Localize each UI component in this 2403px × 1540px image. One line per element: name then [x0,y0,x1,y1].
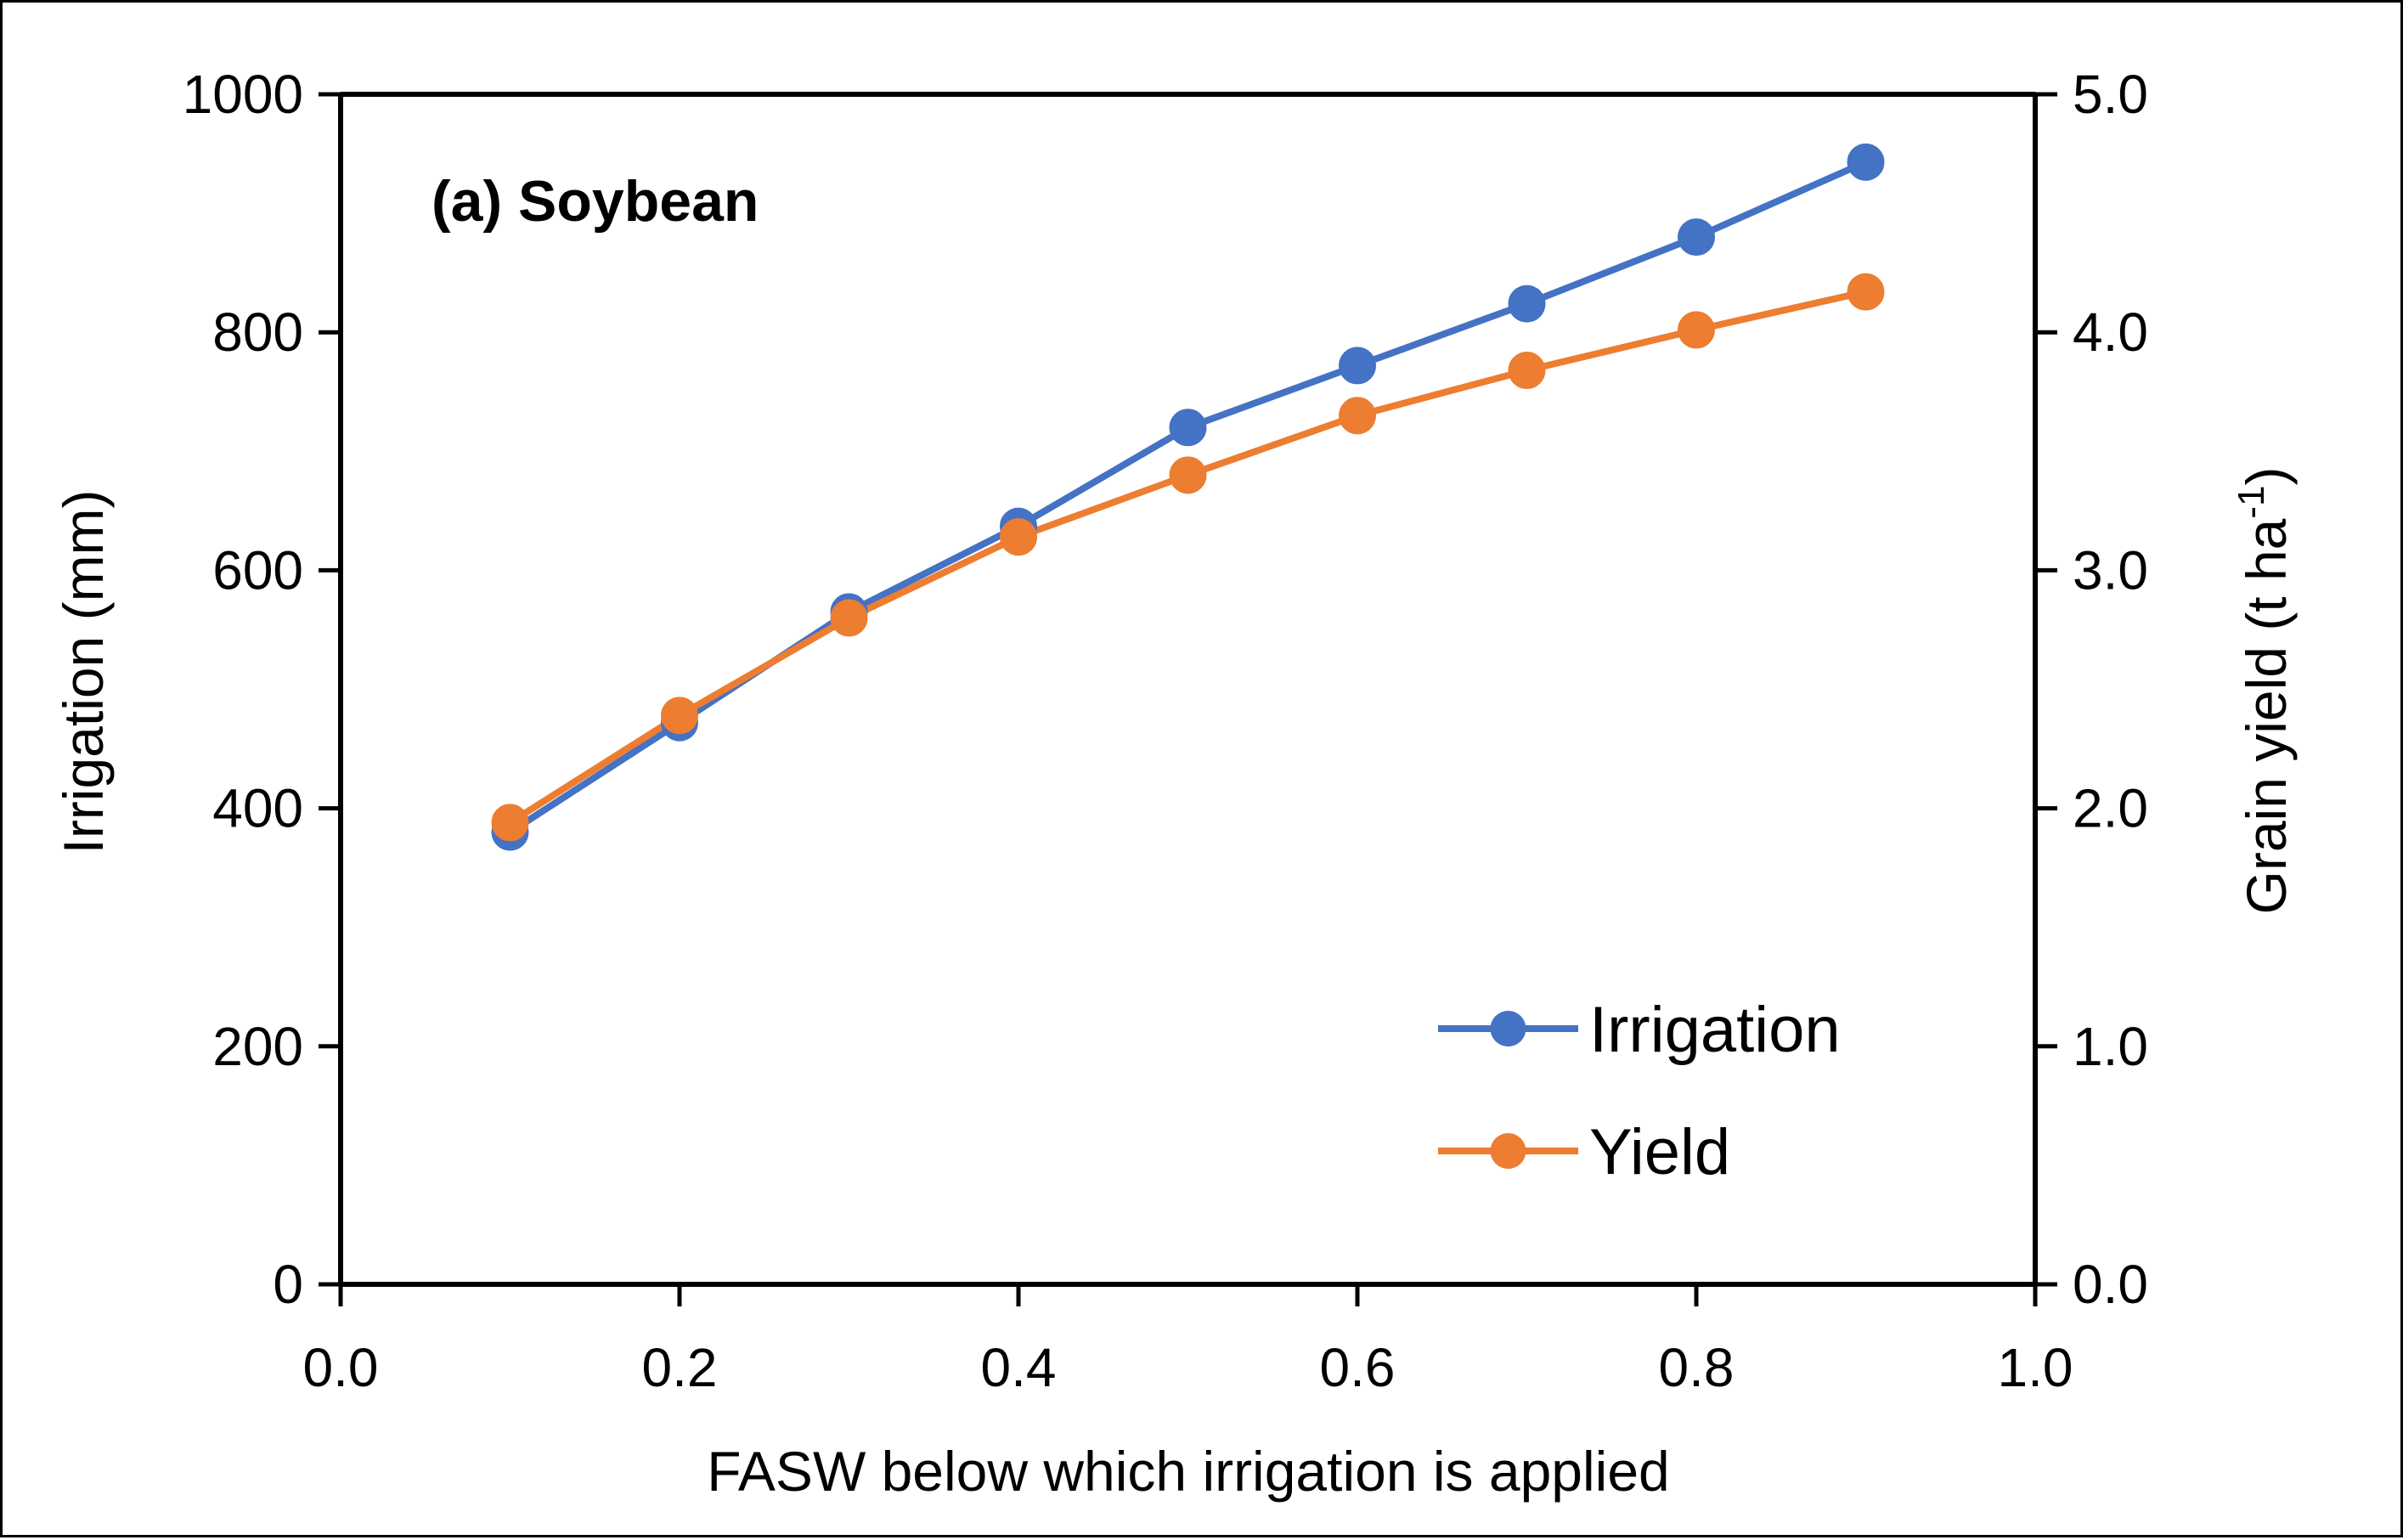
irrigation-data-point [1339,347,1376,385]
y2-tick-label: 2.0 [2073,778,2148,839]
yield-data-point [1000,518,1037,556]
yield-data-point [1508,352,1546,390]
chart-svg: 0.0 0.2 0.4 0.6 0.8 1.0020040060080010000.01.… [52,64,2298,1503]
yield-data-point [1339,397,1376,435]
legend-yield-marker [1490,1133,1526,1169]
x-tick-label: 0.6 [1320,1337,1396,1398]
chart-title: (a) Soybean [432,169,759,234]
axes-group [338,92,2038,1287]
yield-data-point [491,804,529,842]
y2-tick-label: 3.0 [2073,539,2148,601]
yield-data-point [1847,273,1885,311]
y2-axis-title: Grain yield (t ha-1) [2231,467,2298,915]
irrigation-series-line [508,159,1868,835]
x-tick-label: 0.8 [1659,1337,1735,1398]
y-tick-label: 0 [273,1254,303,1315]
irrigation-data-point [1169,409,1207,447]
y2-tick-label: 0.0 [2073,1254,2148,1315]
y2-tick-label: 4.0 [2073,302,2148,363]
y-tick-label: 600 [212,539,303,601]
irrigation-data-point [1847,143,1885,181]
y-tick-label: 1000 [183,64,303,125]
series-group [508,159,1868,835]
legend-yield-label: Yield [1589,1116,1730,1188]
x-axis-title: FASW below which irrigation is applied [707,1440,1670,1503]
yield-data-point [830,599,868,637]
legend: Irrigation Yield [1438,994,1841,1188]
yield-series-line [508,288,1867,826]
y-tick-label: 200 [212,1016,303,1077]
y-tick-label: 800 [212,302,303,363]
irrigation-data-point [1678,218,1715,257]
legend-irrigation-label: Irrigation [1589,994,1841,1066]
ticks-group: 0.0 0.2 0.4 0.6 0.8 1.0020040060080010000.01.… [183,64,2148,1398]
irrigation-data-point [1508,285,1546,323]
x-tick-label: 0.4 [981,1337,1057,1398]
x-tick-label: 1.0 [1998,1337,2073,1398]
labels-group: (a) Soybean FASW below which irrigation … [52,169,2298,1503]
yield-data-point [1678,311,1715,349]
y2-tick-label: 1.0 [2073,1016,2148,1077]
x-tick-label: 0.2 [642,1337,718,1398]
legend-irrigation-marker [1490,1011,1526,1046]
markers-group [491,143,1885,851]
yield-data-point [661,697,698,735]
y-tick-label: 400 [212,778,303,839]
yield-data-point [1169,456,1207,494]
y-axis-title: Irrigation (mm) [52,489,115,854]
y2-tick-label: 5.0 [2073,64,2148,125]
x-tick-label: 0.0 [303,1337,379,1398]
